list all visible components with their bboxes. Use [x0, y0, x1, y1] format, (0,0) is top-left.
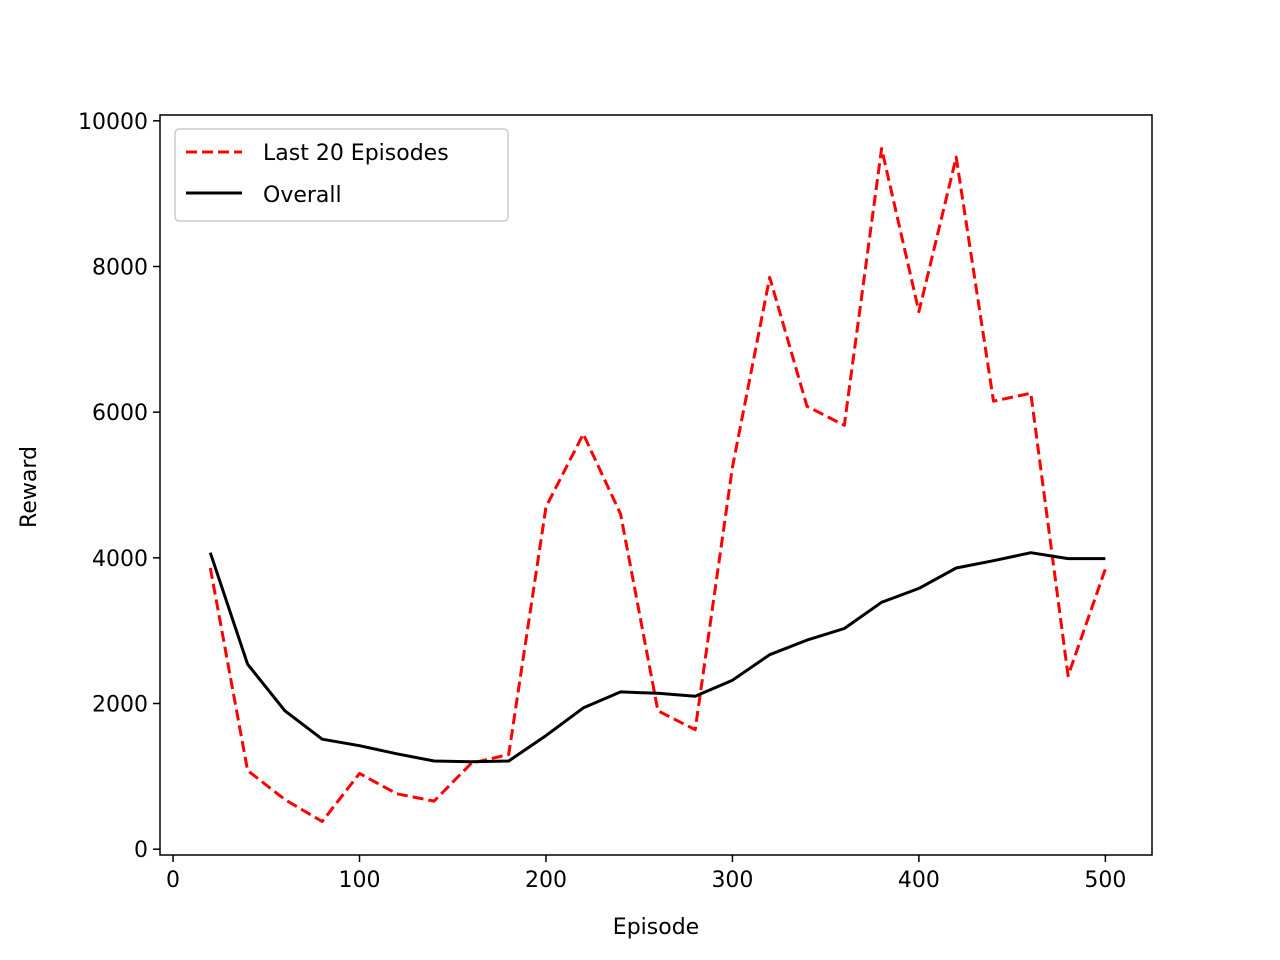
x-tick-label: 100: [339, 868, 381, 893]
y-tick-label: 6000: [92, 401, 148, 426]
series-line-last-20-episodes: [208, 147, 1107, 823]
y-tick-label: 4000: [92, 547, 148, 572]
y-tick-label: 0: [134, 838, 148, 863]
legend-box: [174, 128, 509, 222]
legend: Last 20 Episodes Overall: [174, 128, 509, 222]
legend-label-last-20: Last 20 Episodes: [263, 141, 449, 166]
plot-frame: [159, 114, 1153, 856]
series-line-overall: [208, 551, 1106, 764]
y-tick-label: 10000: [78, 110, 148, 135]
series-layer: [208, 147, 1107, 823]
x-tick-label: 500: [1084, 868, 1126, 893]
x-tick-label: 300: [711, 868, 753, 893]
x-axis-label: Episode: [613, 915, 699, 940]
y-axis-label: Reward: [17, 446, 42, 528]
y-axis-ticks: 0 2000 4000 6000 8000 10000: [78, 110, 160, 863]
legend-label-overall: Overall: [263, 183, 342, 208]
x-tick-label: 200: [525, 868, 567, 893]
x-tick-label: 0: [166, 868, 180, 893]
y-tick-label: 2000: [92, 693, 148, 718]
y-tick-label: 8000: [92, 255, 148, 280]
x-axis-ticks: 0 100 200 300 400 500: [166, 855, 1126, 893]
x-tick-label: 400: [898, 868, 940, 893]
